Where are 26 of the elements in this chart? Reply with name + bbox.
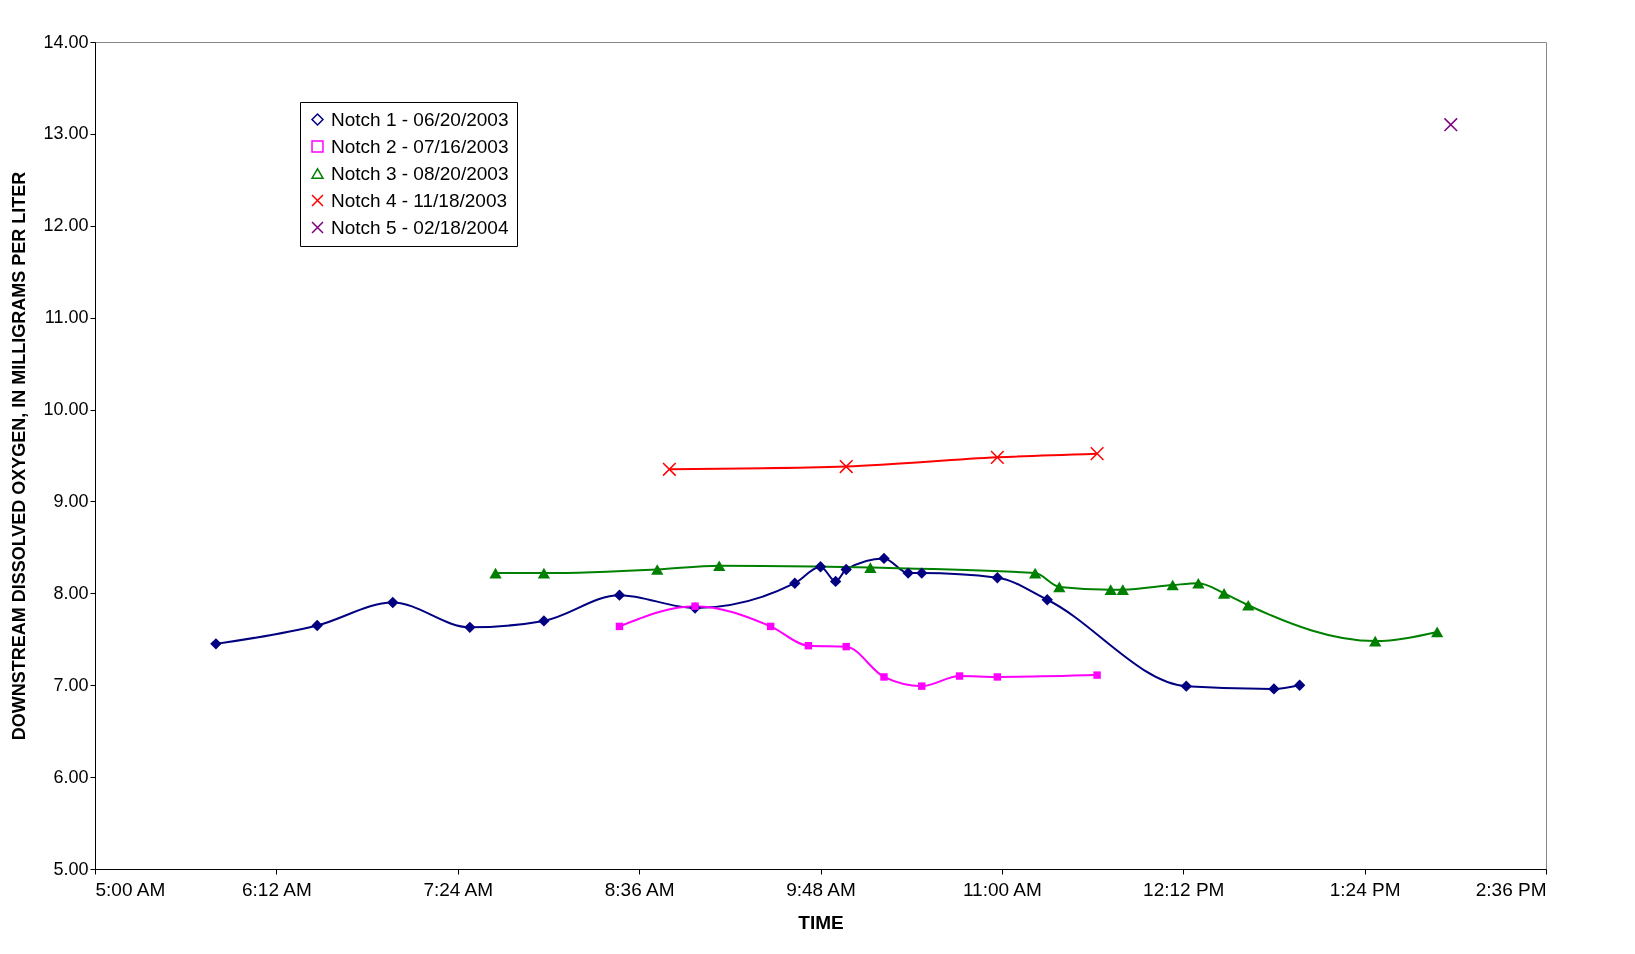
legend-label: Notch 4 - 11/18/2003 xyxy=(331,189,508,211)
y-tick-label: 9.00 xyxy=(53,490,89,511)
x-axis-title: TIME xyxy=(798,911,844,933)
y-tick-label: 12.00 xyxy=(43,215,89,236)
x-tick-label: 5:00 AM xyxy=(95,878,166,900)
y-tick-label: 8.00 xyxy=(53,582,89,603)
x-tick-label: 7:24 AM xyxy=(423,878,494,900)
y-tick-label: 5.00 xyxy=(53,858,89,879)
y-tick-label: 14.00 xyxy=(43,31,89,52)
x-tick-label: 1:24 PM xyxy=(1329,878,1401,900)
x-tick-label: 8:36 AM xyxy=(604,878,675,900)
x-tick-label: 6:12 AM xyxy=(242,878,312,900)
legend-label: Notch 1 - 06/20/2003 xyxy=(331,108,509,130)
x-tick-label: 9:48 AM xyxy=(786,878,856,900)
y-tick-label: 13.00 xyxy=(43,123,89,144)
y-tick-label: 7.00 xyxy=(53,674,89,695)
legend-label: Notch 2 - 07/16/2003 xyxy=(331,135,509,157)
legend-label: Notch 3 - 08/20/2003 xyxy=(331,162,509,184)
x-tick-label: 2:36 PM xyxy=(1475,878,1547,900)
legend-label: Notch 5 - 02/18/2004 xyxy=(331,216,509,238)
y-axis-title: DOWNSTREAM DISSOLVED OXYGEN, IN MILLIGRAMS PER LITER xyxy=(9,171,30,741)
x-tick-label: 11:00 AM xyxy=(962,878,1042,900)
y-tick-label: 10.00 xyxy=(43,399,89,420)
y-tick-label: 11.00 xyxy=(44,307,89,328)
x-tick-label: 12:12 PM xyxy=(1143,878,1225,900)
y-tick-label: 6.00 xyxy=(53,766,89,787)
